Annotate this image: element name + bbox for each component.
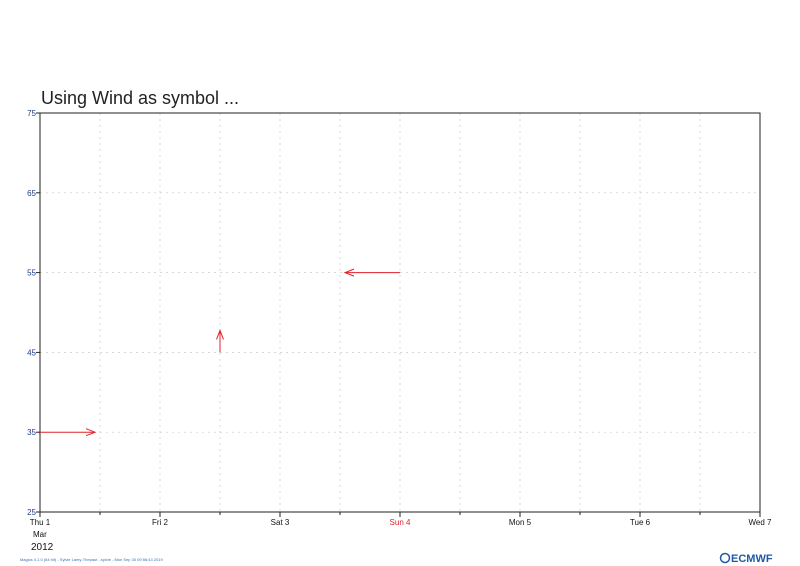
x-tick-label: Thu 1 [30, 518, 51, 527]
x-tick-label: Mon 5 [509, 518, 532, 527]
logo-text: ECMWF [731, 553, 773, 565]
y-axis: 25 35 45 55 65 75 [27, 109, 40, 517]
y-tick-label: 25 [27, 508, 36, 517]
grid-lines [40, 113, 760, 512]
x-axis: Thu 1 Fri 2 Sat 3 Sun 4 Mon 5 Tue 6 Wed 7 [30, 512, 772, 527]
wind-arrow [216, 329, 224, 353]
y-tick-label: 65 [27, 189, 36, 198]
x-tick-label: Fri 2 [152, 518, 169, 527]
wind-arrow [343, 268, 400, 277]
x-tick-label: Wed 7 [749, 518, 773, 527]
wind-arrows [40, 268, 400, 437]
x-month-label: Mar [33, 530, 47, 539]
y-tick-label: 35 [27, 428, 36, 437]
x-tick-label: Tue 6 [630, 518, 651, 527]
chart-title: Using Wind as symbol ... [41, 88, 239, 108]
y-tick-label: 75 [27, 109, 36, 118]
x-tick-label: Sun 4 [390, 518, 411, 527]
footer-text: Magics 4.1.0 (64 bit) - Sylvie Lamy-Thep… [20, 557, 164, 562]
ecmwf-logo-icon [719, 552, 731, 564]
ecmwf-logo: ECMWF [719, 552, 773, 565]
y-tick-label: 45 [27, 348, 36, 357]
x-year-label: 2012 [31, 542, 54, 553]
x-tick-label: Sat 3 [271, 518, 290, 527]
wind-arrow [40, 428, 97, 437]
y-tick-label: 55 [27, 269, 36, 278]
